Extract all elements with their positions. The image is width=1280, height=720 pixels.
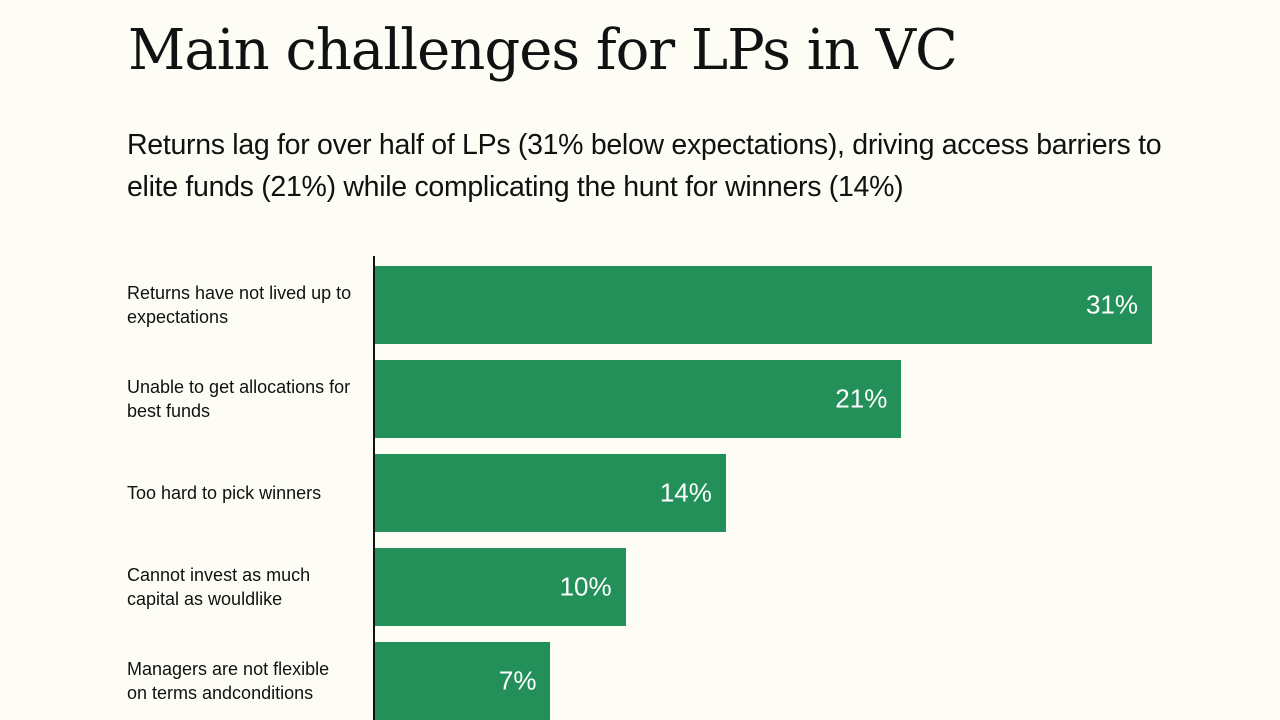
bar <box>375 548 626 626</box>
axis-line <box>373 256 375 720</box>
category-label: Managers are not flexible on terms andco… <box>127 659 330 703</box>
bar <box>375 360 902 438</box>
value-label: 7% <box>498 665 537 696</box>
value-label: 14% <box>659 477 712 508</box>
chart-title: Main challenges for LPs in VC <box>128 18 958 83</box>
category-label: Unable to get allocations for best funds <box>127 377 351 421</box>
bar <box>375 642 551 720</box>
value-label: 10% <box>559 571 612 602</box>
category-label: Cannot invest as much capital as wouldli… <box>127 565 311 609</box>
bar <box>375 454 726 532</box>
category-label: Too hard to pick winners <box>127 483 322 503</box>
value-label: 31% <box>1085 289 1138 320</box>
category-label: Returns have not lived up to expectation… <box>127 283 352 327</box>
value-label: 21% <box>835 383 888 414</box>
chart-subtitle: Returns lag for over half of LPs (31% be… <box>127 129 1162 203</box>
bar <box>375 266 1152 344</box>
